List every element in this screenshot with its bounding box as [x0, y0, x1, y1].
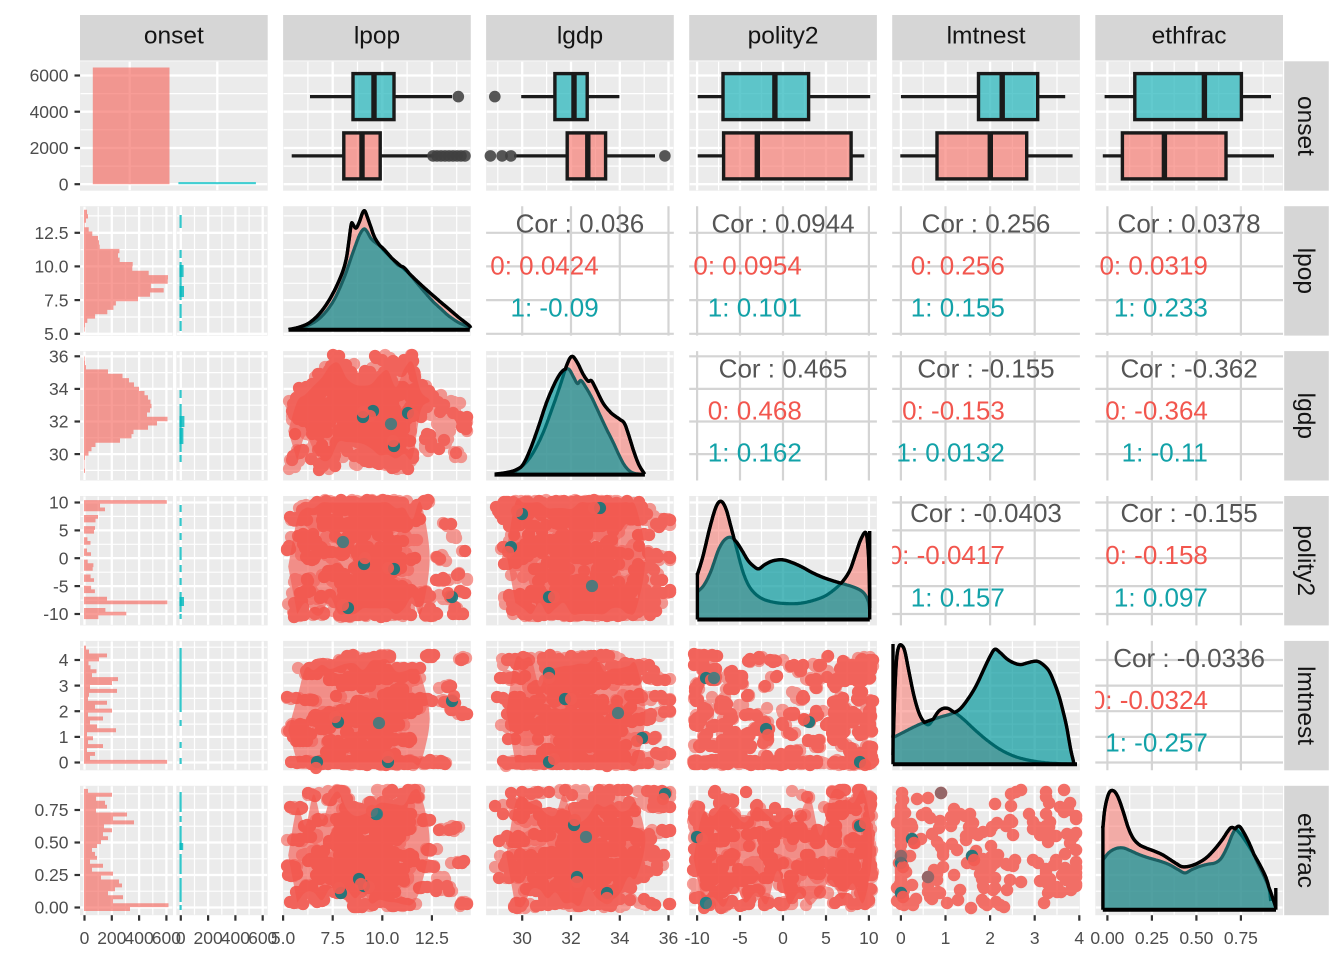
svg-text:1: 1	[59, 727, 69, 747]
svg-text:Cor : 0.256: Cor : 0.256	[922, 208, 1051, 238]
svg-text:12.5: 12.5	[34, 223, 68, 243]
svg-text:polity2: polity2	[748, 22, 819, 49]
svg-text:0: 0	[59, 174, 69, 194]
svg-text:7.5: 7.5	[321, 928, 345, 948]
svg-text:Cor : -0.155: Cor : -0.155	[1120, 498, 1257, 528]
svg-text:Cor : 0.465: Cor : 0.465	[719, 353, 848, 383]
svg-text:0.00: 0.00	[1090, 928, 1124, 948]
svg-text:0: -0.158: 0: -0.158	[1105, 540, 1208, 570]
svg-text:lpop: lpop	[1292, 248, 1319, 294]
svg-text:600: 600	[152, 928, 181, 948]
svg-text:34: 34	[49, 379, 69, 399]
svg-text:0.25: 0.25	[1135, 928, 1169, 948]
svg-text:5: 5	[59, 521, 69, 541]
svg-text:lgdp: lgdp	[1292, 393, 1319, 439]
svg-text:5.0: 5.0	[271, 928, 296, 948]
svg-text:0: -0.0324: 0: -0.0324	[1091, 685, 1208, 715]
svg-text:0.75: 0.75	[34, 800, 68, 820]
svg-text:lpop: lpop	[354, 22, 400, 49]
svg-text:0: 0	[80, 928, 90, 948]
svg-text:3: 3	[1030, 928, 1040, 948]
svg-text:1: -0.11: 1: -0.11	[1122, 438, 1208, 468]
svg-text:2000: 2000	[30, 138, 69, 158]
svg-text:Cor : 0.0378: Cor : 0.0378	[1118, 208, 1261, 238]
svg-text:4000: 4000	[30, 102, 69, 122]
svg-text:Cor : 0.0944: Cor : 0.0944	[711, 208, 854, 238]
svg-text:ethfrac: ethfrac	[1152, 22, 1227, 49]
svg-text:Cor : -0.0336: Cor : -0.0336	[1113, 643, 1265, 673]
svg-text:0: -0.153: 0: -0.153	[902, 395, 1005, 425]
svg-text:0: -0.364: 0: -0.364	[1105, 395, 1208, 425]
svg-text:10: 10	[49, 493, 69, 513]
svg-text:-5: -5	[732, 928, 748, 948]
svg-text:400: 400	[221, 928, 250, 948]
svg-text:2: 2	[985, 928, 995, 948]
svg-text:10.0: 10.0	[34, 257, 68, 277]
svg-text:200: 200	[193, 928, 222, 948]
svg-text:3: 3	[59, 676, 69, 696]
svg-text:1: -0.257: 1: -0.257	[1105, 727, 1208, 757]
svg-text:0: 0	[176, 928, 186, 948]
svg-text:4: 4	[1074, 928, 1084, 948]
svg-text:6000: 6000	[30, 66, 69, 86]
svg-text:-5: -5	[53, 576, 69, 596]
svg-text:0: 0.0424: 0: 0.0424	[490, 250, 598, 280]
svg-text:0: 0.256: 0: 0.256	[911, 250, 1005, 280]
svg-text:ethfrac: ethfrac	[1292, 813, 1319, 888]
svg-text:Cor : 0.036: Cor : 0.036	[516, 208, 645, 238]
svg-text:4: 4	[59, 650, 69, 670]
svg-text:0.75: 0.75	[1224, 928, 1258, 948]
svg-text:0: -0.0417: 0: -0.0417	[888, 540, 1005, 570]
svg-text:1: 1	[941, 928, 951, 948]
svg-text:7.5: 7.5	[44, 290, 68, 310]
svg-text:32: 32	[49, 412, 68, 432]
svg-text:onset: onset	[144, 22, 204, 49]
svg-text:0.50: 0.50	[34, 833, 68, 853]
svg-text:0: 0.0319: 0: 0.0319	[1099, 250, 1207, 280]
svg-text:-10: -10	[684, 928, 710, 948]
svg-text:Cor : -0.155: Cor : -0.155	[917, 353, 1054, 383]
svg-text:0: 0.468: 0: 0.468	[708, 395, 802, 425]
svg-text:200: 200	[97, 928, 126, 948]
svg-text:34: 34	[610, 928, 630, 948]
svg-text:1: 0.157: 1: 0.157	[911, 583, 1005, 613]
svg-text:Cor : -0.0403: Cor : -0.0403	[910, 498, 1062, 528]
svg-text:36: 36	[659, 928, 678, 948]
svg-text:12.5: 12.5	[415, 928, 449, 948]
svg-text:0: 0	[778, 928, 788, 948]
svg-text:0: 0.0954: 0: 0.0954	[693, 250, 801, 280]
svg-text:0.00: 0.00	[34, 898, 68, 918]
svg-text:lmtnest: lmtnest	[947, 22, 1026, 49]
svg-text:0.25: 0.25	[34, 865, 68, 885]
svg-text:0: 0	[59, 549, 69, 569]
svg-text:0: 0	[59, 753, 69, 773]
svg-text:1: 0.162: 1: 0.162	[708, 438, 802, 468]
svg-text:1: 0.097: 1: 0.097	[1114, 583, 1208, 613]
svg-text:lmtnest: lmtnest	[1292, 666, 1319, 745]
svg-text:5.0: 5.0	[44, 324, 69, 344]
svg-text:32: 32	[561, 928, 580, 948]
svg-text:polity2: polity2	[1292, 525, 1319, 596]
svg-text:10: 10	[859, 928, 879, 948]
svg-text:1: -0.09: 1: -0.09	[511, 293, 599, 323]
svg-text:30: 30	[512, 928, 532, 948]
svg-text:1: 0.101: 1: 0.101	[708, 293, 802, 323]
svg-text:1: 0.155: 1: 0.155	[911, 293, 1005, 323]
svg-text:-10: -10	[43, 604, 69, 624]
svg-text:5: 5	[821, 928, 831, 948]
svg-text:30: 30	[49, 444, 69, 464]
svg-text:2: 2	[59, 702, 69, 722]
svg-text:lgdp: lgdp	[557, 22, 603, 49]
svg-text:0.50: 0.50	[1179, 928, 1213, 948]
svg-text:1: 0.233: 1: 0.233	[1114, 293, 1208, 323]
svg-text:onset: onset	[1292, 96, 1319, 156]
svg-text:0: 0	[896, 928, 906, 948]
svg-text:1: 0.0132: 1: 0.0132	[896, 438, 1004, 468]
svg-text:10.0: 10.0	[365, 928, 399, 948]
svg-text:400: 400	[124, 928, 153, 948]
svg-text:600: 600	[248, 928, 277, 948]
svg-text:36: 36	[49, 347, 68, 367]
svg-text:Cor : -0.362: Cor : -0.362	[1120, 353, 1257, 383]
